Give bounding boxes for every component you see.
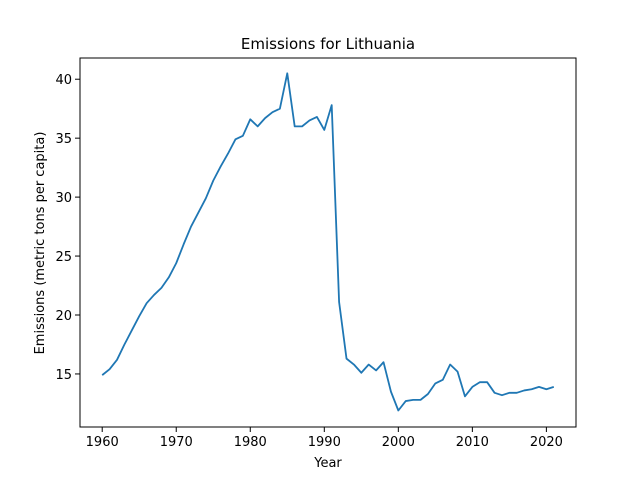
y-axis-ticks: 15 20 25 30 35 40 <box>55 73 80 383</box>
y-tick-label: 30 <box>55 191 72 206</box>
x-tick-label: 1970 <box>160 435 193 450</box>
chart-title: Emissions for Lithuania <box>241 35 415 53</box>
plot-frame <box>79 57 577 428</box>
x-tick-label: 2010 <box>456 435 489 450</box>
y-tick-label: 25 <box>55 250 72 265</box>
y-tick-label: 40 <box>55 73 72 88</box>
series-line-0 <box>101 72 555 412</box>
x-tick-label: 1960 <box>86 435 119 450</box>
x-tick-label: 2020 <box>530 435 563 450</box>
x-axis-ticks: 1960 1970 1980 1990 2000 2010 2020 <box>86 427 563 450</box>
x-tick-label: 2000 <box>382 435 415 450</box>
x-tick-label: 1990 <box>308 435 341 450</box>
plot-area <box>101 72 555 412</box>
y-tick-label: 15 <box>55 368 72 383</box>
y-tick-label: 20 <box>55 309 72 324</box>
y-axis-label: Emissions (metric tons per capita) <box>33 132 48 355</box>
x-tick-label: 1980 <box>234 435 267 450</box>
y-tick-label: 35 <box>55 132 72 147</box>
x-axis-label: Year <box>313 456 342 471</box>
